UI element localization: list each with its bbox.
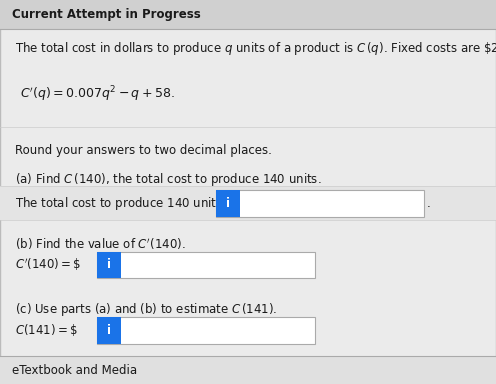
Text: i: i xyxy=(107,324,111,337)
Text: eTextbook and Media: eTextbook and Media xyxy=(12,364,137,377)
Text: (a) Find $C\,(140)$, the total cost to produce 140 units.: (a) Find $C\,(140)$, the total cost to p… xyxy=(15,171,321,188)
Text: (c) Use parts (a) and (b) to estimate $C\,(141)$.: (c) Use parts (a) and (b) to estimate $C… xyxy=(15,301,277,318)
Text: $C(141) = \$$: $C(141) = \$$ xyxy=(15,322,78,338)
FancyBboxPatch shape xyxy=(97,317,315,344)
Text: Current Attempt in Progress: Current Attempt in Progress xyxy=(12,8,201,21)
FancyBboxPatch shape xyxy=(0,186,496,220)
Text: $C'(140) = \$$: $C'(140) = \$$ xyxy=(15,257,82,273)
Text: i: i xyxy=(107,258,111,271)
Text: i: i xyxy=(226,197,230,210)
FancyBboxPatch shape xyxy=(216,190,240,217)
FancyBboxPatch shape xyxy=(97,252,315,278)
FancyBboxPatch shape xyxy=(97,252,121,278)
Text: The total cost in dollars to produce $q$ units of a product is $C\,(q)$. Fixed c: The total cost in dollars to produce $q$… xyxy=(15,40,496,57)
Text: .: . xyxy=(427,197,431,210)
Text: The total cost to produce 140 units is $\$$: The total cost to produce 140 units is $… xyxy=(15,195,248,212)
Text: $C'(q) = 0.007q^2 - q + 58.$: $C'(q) = 0.007q^2 - q + 58.$ xyxy=(20,84,175,104)
FancyBboxPatch shape xyxy=(216,190,424,217)
Text: Round your answers to two decimal places.: Round your answers to two decimal places… xyxy=(15,144,272,157)
FancyBboxPatch shape xyxy=(0,0,496,29)
FancyBboxPatch shape xyxy=(0,356,496,384)
FancyBboxPatch shape xyxy=(97,317,121,344)
Text: (b) Find the value of $C'(140)$.: (b) Find the value of $C'(140)$. xyxy=(15,236,186,252)
